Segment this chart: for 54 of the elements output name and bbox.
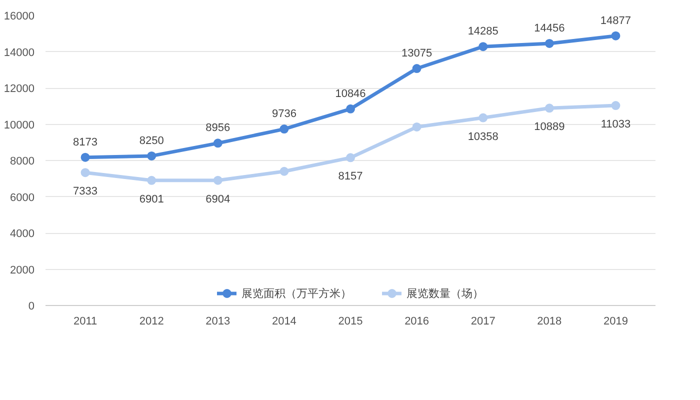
point xyxy=(80,168,90,178)
point xyxy=(213,176,222,185)
point xyxy=(280,124,289,134)
legend-label: 展览面积（万平方米） xyxy=(242,286,352,300)
data-label: 14877 xyxy=(600,14,632,27)
x-tick-label: 2011 xyxy=(73,316,98,328)
point xyxy=(147,176,156,185)
y-tick-label: 6000 xyxy=(10,192,35,204)
y-tick-label: 2000 xyxy=(10,264,35,276)
point xyxy=(478,113,488,122)
point xyxy=(147,151,156,160)
point xyxy=(544,104,554,113)
data-label: 8956 xyxy=(206,122,230,134)
point xyxy=(280,166,289,176)
y-tick-label: 8000 xyxy=(10,156,35,168)
point xyxy=(213,138,222,148)
data-label: 6901 xyxy=(139,193,164,206)
x-tick-label: 2013 xyxy=(206,316,230,328)
x-tick-label: 2014 xyxy=(272,316,296,328)
data-label: 10846 xyxy=(335,88,366,100)
x-tick-label: 2015 xyxy=(338,316,363,328)
point xyxy=(412,122,422,132)
point xyxy=(611,101,620,110)
y-tick-label: 4000 xyxy=(10,228,35,240)
data-label: 10889 xyxy=(534,121,565,134)
x-tick-label: 2019 xyxy=(603,316,628,328)
legend-label: 展览数量（场） xyxy=(406,286,484,300)
data-label: 14285 xyxy=(468,26,498,38)
point xyxy=(412,64,422,74)
data-label: 8250 xyxy=(139,134,164,147)
point xyxy=(611,31,620,40)
data-label: 6904 xyxy=(206,193,230,206)
y-tick-label: 14000 xyxy=(4,46,35,59)
data-label: 9736 xyxy=(272,108,296,120)
y-tick-label: 12000 xyxy=(4,83,35,95)
data-label: 11033 xyxy=(600,118,631,131)
x-tick-label: 2016 xyxy=(404,316,430,328)
point xyxy=(346,153,355,162)
y-tick-label: 0 xyxy=(28,300,35,312)
data-label: 7333 xyxy=(73,186,98,198)
x-tick-label: 2012 xyxy=(139,316,164,328)
y-tick-label: 16000 xyxy=(4,10,35,22)
y-tick-label: 10000 xyxy=(4,119,35,132)
data-label: 8157 xyxy=(338,170,363,183)
data-label: 13075 xyxy=(402,48,432,60)
data-label: 14456 xyxy=(534,22,565,34)
x-tick-label: 2017 xyxy=(470,316,496,328)
point xyxy=(478,42,488,52)
point xyxy=(80,152,90,162)
data-label: 8173 xyxy=(73,136,98,148)
point xyxy=(346,104,355,114)
point xyxy=(544,38,554,48)
x-tick-label: 2018 xyxy=(537,316,562,328)
data-label: 10358 xyxy=(468,130,498,143)
